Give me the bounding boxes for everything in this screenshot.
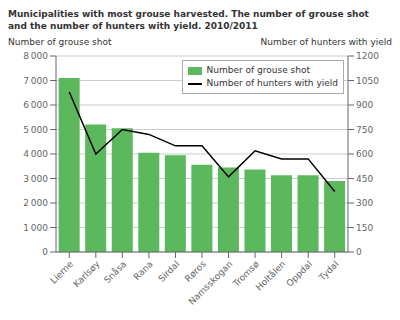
svg-text:1 000: 1 000 [23, 223, 48, 233]
svg-text:7 000: 7 000 [23, 76, 48, 86]
svg-text:Holtålen: Holtålen [254, 259, 288, 293]
svg-text:0: 0 [356, 247, 362, 257]
svg-text:Tromsø: Tromsø [231, 258, 261, 289]
svg-text:8 000: 8 000 [23, 51, 48, 61]
svg-text:600: 600 [356, 149, 373, 159]
svg-text:Lierne: Lierne [48, 258, 76, 286]
svg-text:2 000: 2 000 [23, 198, 48, 208]
svg-text:6 000: 6 000 [23, 100, 48, 110]
svg-text:1200: 1200 [356, 51, 379, 61]
svg-text:4 000: 4 000 [23, 149, 48, 159]
html-text:Number of grouse shot: Number of grouse shot [8, 37, 112, 47]
svg-text:1050: 1050 [356, 76, 379, 86]
svg-text:3 000: 3 000 [23, 174, 48, 184]
svg-text:300: 300 [356, 198, 373, 208]
html-text:Municipalities with most grous: Municipalities with most grouse harveste… [8, 9, 369, 19]
svg-text:900: 900 [356, 100, 373, 110]
svg-text:Røros: Røros [183, 259, 208, 284]
svg-text:5 000: 5 000 [23, 125, 48, 135]
svg-text:Namsskogan: Namsskogan [187, 259, 235, 307]
svg-text:Sirdal: Sirdal [156, 259, 181, 284]
svg-text:450: 450 [356, 174, 373, 184]
html-text:Number of grouse shot: Number of grouse shot [206, 65, 310, 75]
html-text:Number of hunters with yield: Number of hunters with yield [206, 78, 338, 88]
svg-text:Oppdal: Oppdal [284, 259, 314, 289]
svg-text:Rana: Rana [132, 259, 155, 282]
svg-text:Karlsøy: Karlsøy [71, 258, 102, 289]
svg-text:0: 0 [42, 247, 48, 257]
svg-text:750: 750 [356, 125, 373, 135]
svg-text:Snåsa: Snåsa [102, 259, 128, 285]
html-text:Number of hunters with yield: Number of hunters with yield [260, 37, 392, 47]
svg-text:Tydal: Tydal [317, 259, 341, 283]
html-text:and the number of hunters with: and the number of hunters with yield. 20… [8, 21, 258, 31]
svg-text:150: 150 [356, 223, 373, 233]
